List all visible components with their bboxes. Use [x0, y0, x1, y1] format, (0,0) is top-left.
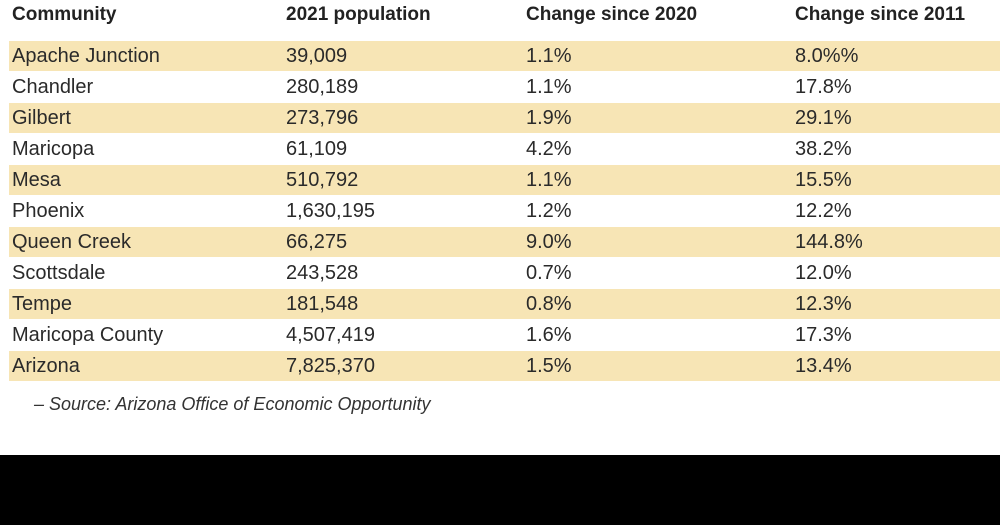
cell-change-2011: 29.1% [795, 107, 852, 129]
cell-community: Arizona [12, 355, 80, 377]
cell-community: Chandler [12, 76, 94, 98]
header-change-2020: Change since 2020 [526, 4, 698, 25]
cell-change-2011: 12.2% [795, 200, 852, 222]
black-bar [0, 455, 1000, 525]
cell-community: Scottsdale [12, 262, 106, 284]
cell-population: 243,528 [286, 262, 359, 284]
cell-change-2020: 1.9% [526, 107, 572, 129]
cell-population: 66,275 [286, 231, 348, 253]
cell-change-2020: 1.1% [526, 76, 572, 98]
cell-population: 181,548 [286, 293, 359, 315]
cell-population: 280,189 [286, 76, 359, 98]
cell-change-2020: 1.6% [526, 324, 572, 346]
table-row: Apache Junction 39,009 1.1% 8.0%% [9, 41, 1000, 71]
cell-population: 39,009 [286, 45, 348, 67]
cell-change-2011: 144.8% [795, 231, 863, 253]
cell-community: Apache Junction [12, 45, 160, 67]
source-note: – Source: Arizona Office of Economic Opp… [34, 394, 431, 414]
cell-community: Phoenix [12, 200, 85, 222]
cell-change-2011: 13.4% [795, 355, 852, 377]
cell-community: Queen Creek [12, 231, 131, 253]
cell-population: 7,825,370 [286, 355, 375, 377]
table-row: Tempe 181,548 0.8% 12.3% [9, 289, 1000, 319]
header-community: Community [12, 4, 117, 25]
cell-change-2011: 38.2% [795, 138, 852, 160]
cell-population: 273,796 [286, 107, 359, 129]
table-row: Maricopa 61,109 4.2% 38.2% [9, 134, 1000, 164]
table-row: Queen Creek 66,275 9.0% 144.8% [9, 227, 1000, 257]
cell-change-2020: 1.5% [526, 355, 572, 377]
cell-community: Maricopa [12, 138, 95, 160]
cell-change-2020: 0.8% [526, 293, 572, 315]
cell-change-2011: 12.3% [795, 293, 852, 315]
cell-change-2020: 1.2% [526, 200, 572, 222]
table-row: Gilbert 273,796 1.9% 29.1% [9, 103, 1000, 133]
cell-community: Maricopa County [12, 324, 164, 346]
table-row: Scottsdale 243,528 0.7% 12.0% [9, 258, 1000, 288]
cell-change-2020: 9.0% [526, 231, 572, 253]
cell-change-2020: 4.2% [526, 138, 572, 160]
cell-population: 510,792 [286, 169, 359, 191]
cell-change-2011: 17.8% [795, 76, 852, 98]
table-row: Maricopa County 4,507,419 1.6% 17.3% [9, 320, 1000, 350]
cell-population: 1,630,195 [286, 200, 375, 222]
cell-change-2020: 1.1% [526, 45, 572, 67]
table-row: Mesa 510,792 1.1% 15.5% [9, 165, 1000, 195]
table-row: Phoenix 1,630,195 1.2% 12.2% [9, 196, 1000, 226]
cell-community: Tempe [12, 293, 73, 315]
cell-community: Mesa [12, 169, 61, 191]
cell-community: Gilbert [12, 107, 71, 129]
cell-change-2020: 1.1% [526, 169, 572, 191]
cell-change-2020: 0.7% [526, 262, 572, 284]
header-change-2011: Change since 2011 [795, 4, 966, 25]
cell-population: 4,507,419 [286, 324, 375, 346]
cell-change-2011: 12.0% [795, 262, 852, 284]
table-header: Community 2021 population Change since 2… [0, 4, 1000, 32]
header-population: 2021 population [286, 4, 431, 25]
table-row: Chandler 280,189 1.1% 17.8% [9, 72, 1000, 102]
table-row: Arizona 7,825,370 1.5% 13.4% [9, 351, 1000, 381]
cell-change-2011: 8.0%% [795, 45, 859, 67]
cell-population: 61,109 [286, 138, 348, 160]
cell-change-2011: 15.5% [795, 169, 852, 191]
cell-change-2011: 17.3% [795, 324, 852, 346]
